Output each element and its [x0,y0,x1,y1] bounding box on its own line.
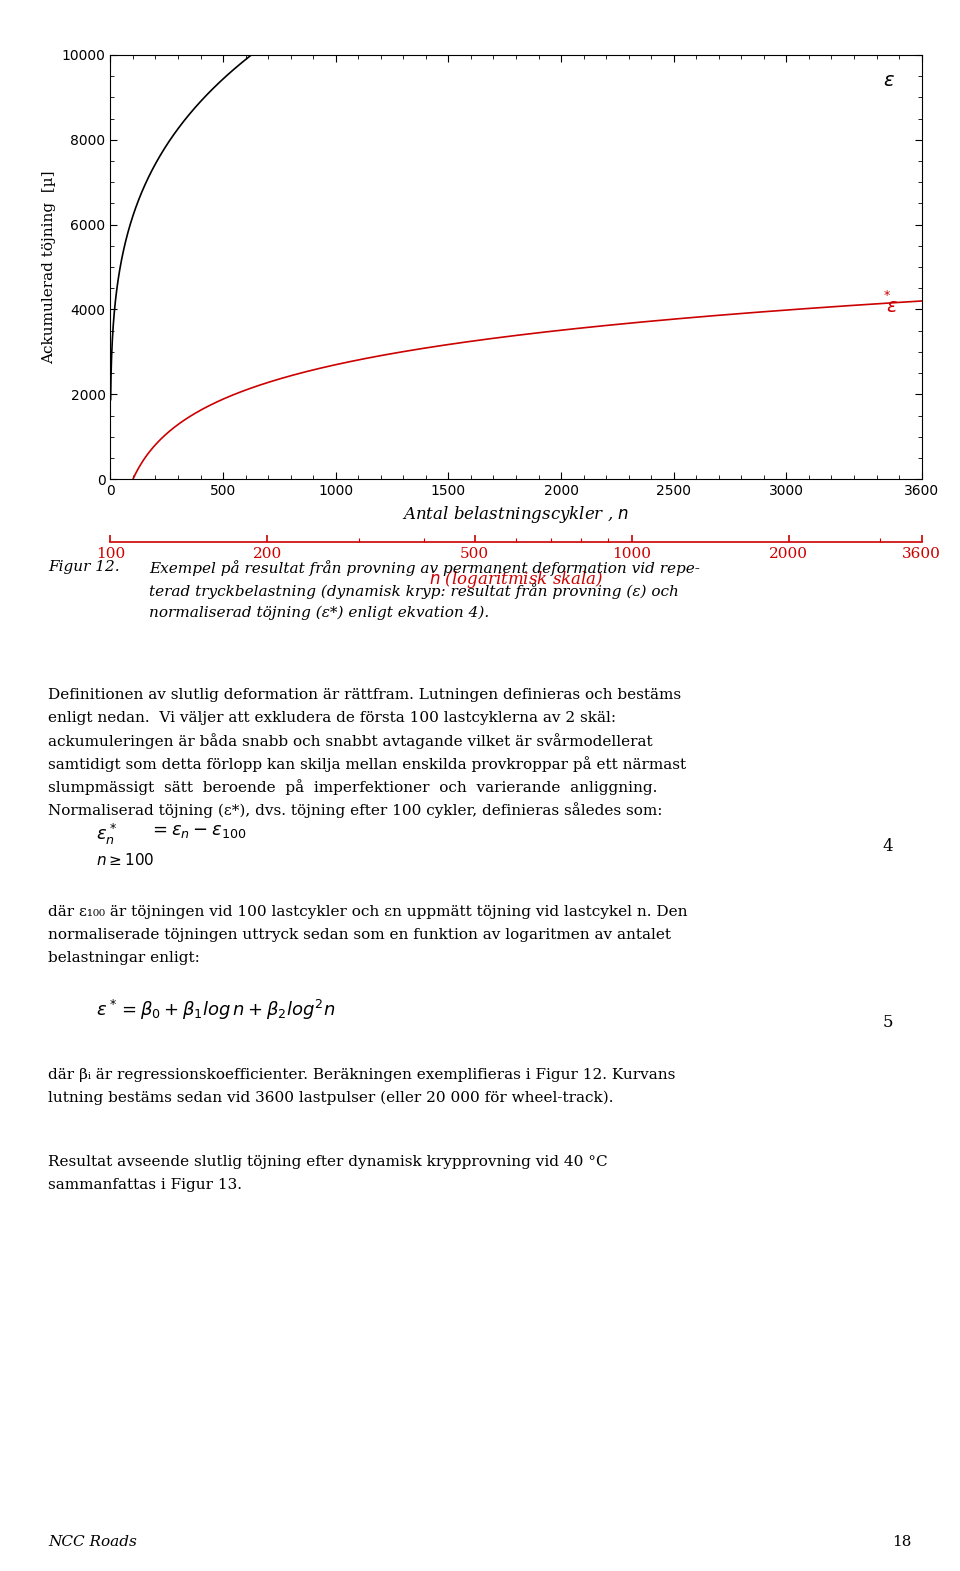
X-axis label: Antal belastningscykler , $n$: Antal belastningscykler , $n$ [402,504,630,525]
Text: sammanfattas i Figur 13.: sammanfattas i Figur 13. [48,1178,242,1192]
Text: där ε₁₀₀ är töjningen vid 100 lastcykler och εn uppmätt töjning vid lastcykel n.: där ε₁₀₀ är töjningen vid 100 lastcykler… [48,905,687,919]
Text: $= \varepsilon_n - \varepsilon_{100}$: $= \varepsilon_n - \varepsilon_{100}$ [149,822,246,840]
Text: 4: 4 [882,837,893,855]
Text: Exempel på resultat från provning av permanent deformation vid repe-: Exempel på resultat från provning av per… [149,559,700,577]
Text: normaliserad töjning (ε*) enligt ekvation 4).: normaliserad töjning (ε*) enligt ekvatio… [149,605,489,621]
Text: $\varepsilon$: $\varepsilon$ [885,298,898,316]
Text: $\varepsilon^*_n$: $\varepsilon^*_n$ [96,822,117,847]
Text: Resultat avseende slutlig töjning efter dynamisk krypprovning vid 40 °C: Resultat avseende slutlig töjning efter … [48,1155,608,1169]
Text: enligt nedan.  Vi väljer att exkludera de första 100 lastcyklerna av 2 skäl:: enligt nedan. Vi väljer att exkludera de… [48,710,616,724]
Text: 18: 18 [893,1535,912,1549]
Text: terad tryckbelastning (dynamisk kryp: resultat från provning (ε) och: terad tryckbelastning (dynamisk kryp: re… [149,583,679,599]
Text: NCC Roads: NCC Roads [48,1535,137,1549]
Text: normaliserade töjningen uttryck sedan som en funktion av logaritmen av antalet: normaliserade töjningen uttryck sedan so… [48,928,671,941]
Text: slumpmässigt  sätt  beroende  på  imperfektioner  och  varierande  anliggning.: slumpmässigt sätt beroende på imperfekti… [48,779,658,795]
Text: samtidigt som detta förlopp kan skilja mellan enskilda provkroppar på ett närmas: samtidigt som detta förlopp kan skilja m… [48,756,686,773]
Text: lutning bestäms sedan vid 3600 lastpulser (eller 20 000 för wheel-track).: lutning bestäms sedan vid 3600 lastpulse… [48,1090,613,1104]
Y-axis label: Ackumulerad töjning  [µ]: Ackumulerad töjning [µ] [42,170,56,364]
Text: Definitionen av slutlig deformation är rättfram. Lutningen definieras och bestäm: Definitionen av slutlig deformation är r… [48,688,682,702]
Text: 5: 5 [882,1013,893,1031]
X-axis label: $n$ (logaritmisk skala): $n$ (logaritmisk skala) [429,569,603,591]
Text: $n \geq 100$: $n \geq 100$ [96,851,155,867]
Text: $\epsilon^* = \beta_0 + \beta_1 log\, n + \beta_2 log^2 n$: $\epsilon^* = \beta_0 + \beta_1 log\, n … [96,998,335,1023]
Text: $*$: $*$ [883,287,891,300]
Text: belastningar enligt:: belastningar enligt: [48,950,200,965]
Text: Figur 12.: Figur 12. [48,559,120,573]
Text: $\varepsilon$: $\varepsilon$ [882,72,895,90]
Text: där βᵢ är regressionskoefficienter. Beräkningen exemplifieras i Figur 12. Kurvan: där βᵢ är regressionskoefficienter. Berä… [48,1068,676,1082]
Text: Normaliserad töjning (ε*), dvs. töjning efter 100 cykler, definieras således som: Normaliserad töjning (ε*), dvs. töjning … [48,801,662,818]
Text: ackumuleringen är båda snabb och snabbt avtagande vilket är svårmodellerat: ackumuleringen är båda snabb och snabbt … [48,734,653,749]
